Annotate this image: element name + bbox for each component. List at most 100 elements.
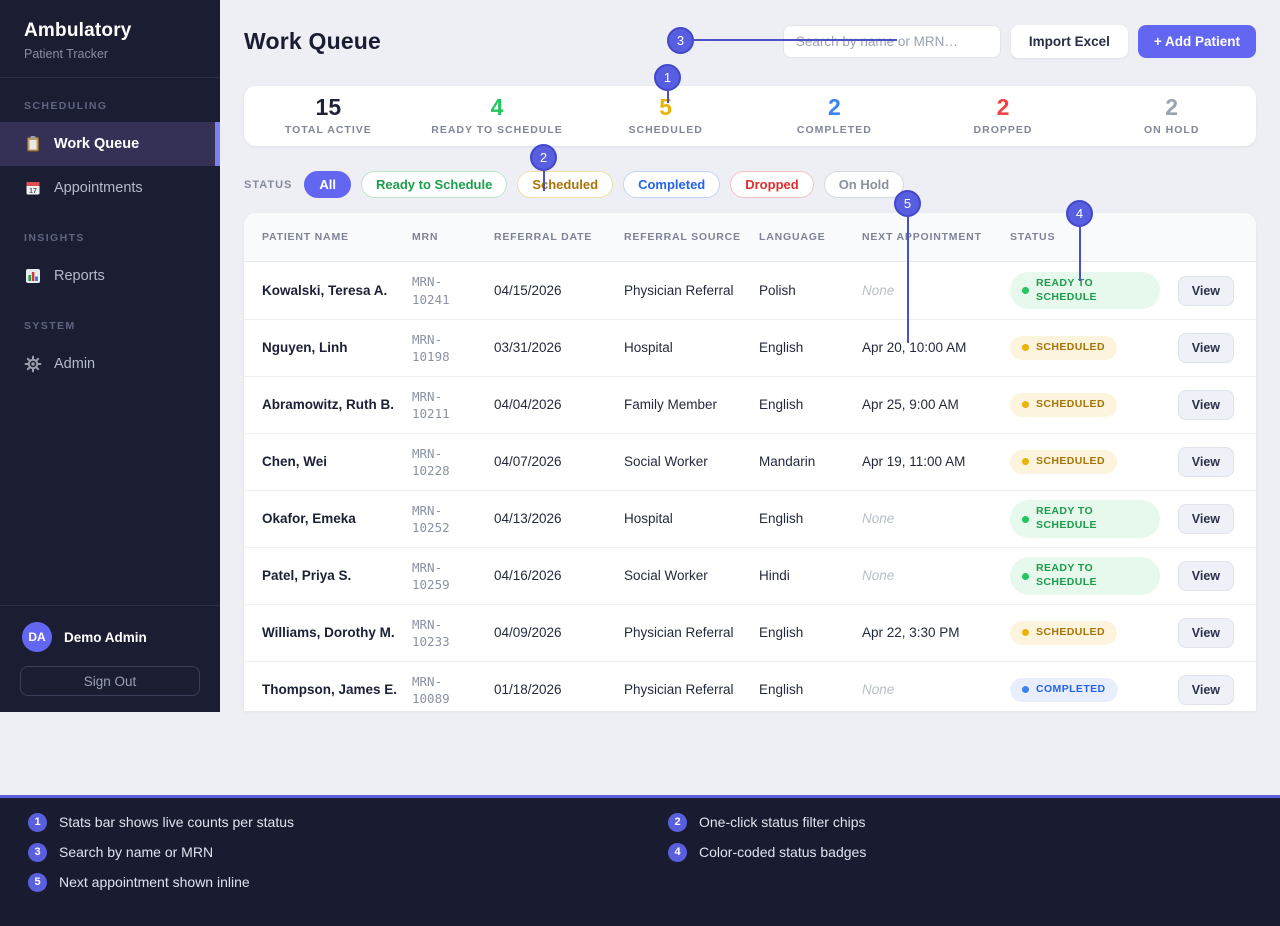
section-label-scheduling: SCHEDULING [24, 100, 108, 112]
cell-patient-name: Patel, Priya S. [262, 568, 352, 584]
status-badge-label: SCHEDULED [1036, 398, 1105, 411]
sign-out-button[interactable]: Sign Out [20, 666, 200, 696]
cell-actions: View [1170, 275, 1234, 306]
legend-item: 1 Stats bar shows live counts per status [28, 812, 294, 832]
view-button[interactable]: View [1177, 675, 1234, 705]
stat-value: 5 [659, 94, 673, 120]
section-label-insights: INSIGHTS [24, 232, 85, 244]
cell-referral-date: 04/09/2026 [494, 625, 562, 641]
cell-patient-name: Chen, Wei [262, 454, 328, 470]
legend-number-badge: 4 [668, 842, 687, 862]
view-button[interactable]: View [1177, 333, 1234, 363]
cell-next-appointment: None [862, 568, 895, 584]
svg-text:17: 17 [29, 188, 37, 195]
cell-referral-date: 04/13/2026 [494, 511, 562, 527]
sidebar-item-work-queue[interactable]: Work Queue [0, 122, 220, 166]
table-column-header: LANGUAGE [759, 230, 826, 243]
cell-patient-name: Okafor, Emeka [262, 511, 356, 527]
legend-text: Color-coded status badges [699, 844, 867, 860]
annotation-legend: 1 Stats bar shows live counts per status… [0, 798, 1280, 926]
stat-item: 4 READY TO SCHEDULE [413, 94, 582, 137]
view-button[interactable]: View [1177, 447, 1234, 477]
cell-mrn: MRN-10211 [412, 388, 494, 423]
status-badge-label: SCHEDULED [1036, 341, 1105, 354]
cell-referral-date: 04/16/2026 [494, 568, 562, 584]
status-filter-chip[interactable]: Ready to Schedule [361, 171, 508, 198]
status-filter-chip[interactable]: Completed [623, 171, 721, 198]
status-badge: READY TO SCHEDULE [1010, 271, 1160, 310]
stat-item: 15 TOTAL ACTIVE [244, 96, 413, 137]
clipboard-icon [24, 135, 42, 153]
table-column-header: MRN [412, 230, 439, 243]
status-filter-chip[interactable]: Scheduled [517, 171, 614, 198]
page-title: Work Queue [244, 27, 382, 54]
sidebar-item-admin[interactable]: Admin [0, 342, 220, 386]
cell-referral-source: Physician Referral [624, 282, 734, 298]
cell-next-appointment: Apr 22, 3:30 PM [862, 625, 960, 641]
cell-next-appointment: None [862, 682, 895, 698]
cell-referral-source: Physician Referral [624, 625, 734, 641]
table-column-header: REFERRAL DATE [494, 230, 593, 243]
sidebar-item-label: Work Queue [54, 136, 140, 152]
app-subtitle: Patient Tracker [24, 47, 109, 61]
status-dot-icon [1022, 458, 1029, 466]
calendar-icon: 17 [24, 179, 42, 197]
cell-next-appointment: Apr 19, 11:00 AM [862, 454, 966, 470]
stat-item: 2 DROPPED [919, 96, 1088, 137]
import-excel-button[interactable]: Import Excel [1010, 24, 1128, 58]
stat-label: COMPLETED [796, 124, 872, 136]
user-name: Demo Admin [64, 629, 147, 645]
stat-label: DROPPED [973, 124, 1033, 136]
mrn-value: MRN-10252 [412, 502, 450, 536]
status-badge-label: READY TO SCHEDULE [1036, 505, 1097, 531]
stat-item: 2 COMPLETED [750, 94, 919, 137]
legend-number-badge: 3 [28, 842, 47, 862]
cell-mrn: MRN-10252 [412, 502, 494, 537]
cell-actions: View [1170, 675, 1234, 705]
sidebar-item-appointments[interactable]: 17 Appointments [0, 166, 220, 210]
search-input[interactable] [782, 24, 1001, 58]
sidebar-item-reports[interactable]: Reports [0, 254, 220, 298]
add-patient-button[interactable]: + Add Patient [1137, 24, 1256, 58]
view-button[interactable]: View [1177, 390, 1234, 420]
status-badge: COMPLETED [1010, 678, 1118, 702]
cell-referral-date: 04/15/2026 [494, 282, 562, 298]
view-button[interactable]: View [1177, 504, 1234, 534]
cell-patient-name: Thompson, James E. [262, 682, 398, 698]
stat-value: 2 [827, 94, 841, 120]
bar-chart-icon [24, 267, 42, 285]
view-button[interactable]: View [1177, 275, 1234, 306]
stat-label: SCHEDULED [628, 124, 703, 136]
cell-patient-name: Kowalski, Teresa A. [262, 282, 388, 298]
chip-label: Dropped [745, 177, 799, 192]
cell-referral-date: 04/04/2026 [494, 397, 562, 413]
status-filter-chip[interactable]: Dropped [730, 171, 814, 198]
cell-actions: View [1170, 390, 1234, 420]
cell-language: English [759, 397, 804, 413]
table-row: Thompson, James E. MRN-10089 01/18/2026 … [244, 661, 1256, 711]
status-badge-label: SCHEDULED [1036, 626, 1105, 639]
status-filter-row: STATUS All Ready to Schedule Scheduled Comp… [244, 171, 1256, 198]
cell-language: Hindi [759, 568, 790, 584]
table-row: Patel, Priya S. MRN-10259 04/16/2026 Soc… [244, 547, 1256, 604]
status-badge-label: COMPLETED [1036, 683, 1106, 696]
stat-value: 4 [490, 94, 504, 120]
view-button[interactable]: View [1177, 561, 1234, 591]
legend-item: 2 One-click status filter chips [668, 812, 866, 832]
status-filter-chip[interactable]: All [304, 171, 351, 198]
cell-status: SCHEDULED [1010, 621, 1170, 645]
cell-status: READY TO SCHEDULE [1010, 557, 1170, 595]
mrn-value: MRN-10089 [412, 673, 450, 707]
table-column-header: STATUS [1010, 230, 1056, 243]
cell-language: English [759, 625, 804, 641]
status-filter-chip[interactable]: On Hold [823, 171, 905, 198]
stat-label: READY TO SCHEDULE [431, 124, 563, 136]
view-button[interactable]: View [1177, 618, 1234, 648]
sidebar: Ambulatory Patient Tracker SCHEDULING Wo… [0, 0, 220, 712]
table-column-header: REFERRAL SOURCE [624, 230, 741, 243]
status-dot-icon [1022, 515, 1029, 523]
status-badge: READY TO SCHEDULE [1010, 557, 1160, 595]
cell-language: English [759, 340, 804, 356]
status-badge: SCHEDULED [1010, 336, 1117, 360]
cell-mrn: MRN-10259 [412, 559, 494, 594]
